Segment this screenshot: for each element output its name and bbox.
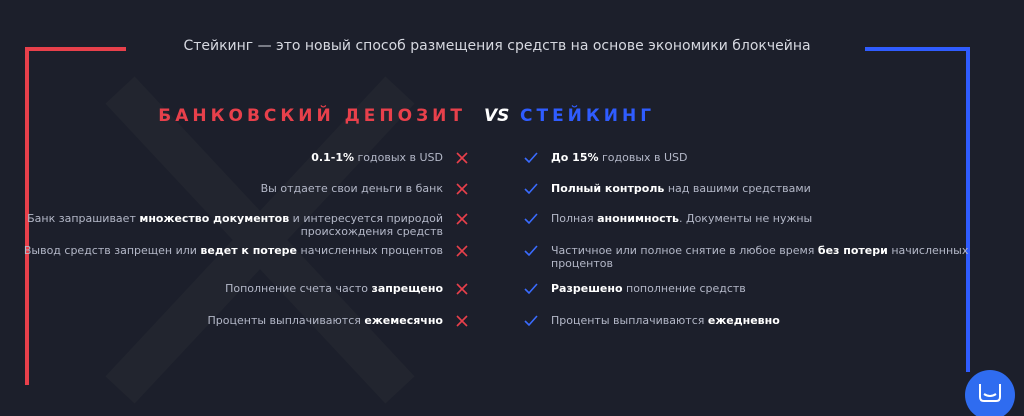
strong-text: Разрешено (551, 282, 623, 295)
left-item: 0.1-1% годовых в USD (311, 151, 443, 164)
cross-icon (456, 283, 468, 295)
strong-text: без потери (817, 244, 888, 257)
item-line: Проценты выплачиваются ежедневно (551, 314, 780, 327)
check-icon (524, 152, 538, 164)
cross-icon (456, 315, 468, 327)
text: начисленных процентов (297, 244, 444, 257)
title: Стейкинг — это новый способ размещения с… (183, 38, 811, 54)
chat-button[interactable] (965, 370, 1015, 416)
item-line: Пополнение счета часто запрещено (225, 282, 443, 295)
text: Вывод средств запрещен или (23, 244, 201, 257)
item-line: Вывод средств запрещен или ведет к потер… (24, 244, 443, 257)
item-line: Проценты выплачиваются ежемесячно (208, 314, 443, 327)
item-line: Разрешено пополнение средств (551, 282, 746, 295)
text: . Документы не нужны (678, 212, 813, 225)
item-line: Банк запрашивает множество документов и … (27, 212, 443, 225)
text: Пополнение счета часто (225, 282, 372, 295)
chat-icon (979, 384, 1001, 402)
item-line: До 15% годовых в USD (551, 151, 688, 164)
text: годовых в USD (354, 151, 443, 164)
cross-icon (456, 183, 468, 195)
strong-text: ежемесячно (364, 314, 443, 327)
check-icon (524, 283, 538, 295)
strong-text: До 15% (551, 151, 599, 164)
left-item: Вы отдаете свои деньги в банк (261, 182, 443, 195)
right-item: Полная анонимность. Документы не нужны (551, 212, 812, 225)
right-item: Полный контроль над вашими средствами (551, 182, 811, 195)
text: и интересуется природой (289, 212, 443, 225)
left-item: Вывод средств запрещен или ведет к потер… (24, 244, 443, 257)
strong-text: ведет к потере (200, 244, 298, 257)
text: пополнение средств (622, 282, 746, 295)
item-line: Полный контроль над вашими средствами (551, 182, 811, 195)
text: Проценты выплачиваются (551, 314, 708, 327)
text: над вашими средствами (664, 182, 811, 195)
bg-x (105, 76, 415, 404)
check-icon (524, 315, 538, 327)
right-item: Проценты выплачиваются ежедневно (551, 314, 780, 327)
strong-text: запрещено (371, 282, 443, 295)
left-item: Пополнение счета часто запрещено (225, 282, 443, 295)
item-line: 0.1-1% годовых в USD (311, 151, 443, 164)
text: Банк запрашивает (27, 212, 140, 225)
text: годовых в USD (598, 151, 688, 164)
text: Полная (551, 212, 598, 225)
right-item: Разрешено пополнение средств (551, 282, 746, 295)
check-icon (524, 245, 538, 257)
check-icon (524, 213, 538, 225)
strong-text: анонимность (597, 212, 679, 225)
text: начисленных (887, 244, 969, 257)
left-item: Проценты выплачиваются ежемесячно (208, 314, 443, 327)
cross-icon (456, 245, 468, 257)
frame-right (865, 47, 970, 372)
item-line: происхождения средств (27, 225, 443, 238)
strong-text: 0.1-1% (311, 151, 354, 164)
text: происхождения средств (300, 225, 443, 238)
text: процентов (551, 257, 613, 270)
text: Частичное или полное снятие в любое врем… (551, 244, 818, 257)
frame-left (25, 47, 126, 385)
vs: VS (484, 106, 510, 126)
text: Вы отдаете свои деньги в банк (260, 182, 443, 195)
item-line: Частичное или полное снятие в любое врем… (551, 244, 968, 257)
strong-text: Полный контроль (551, 182, 665, 195)
item-line: Вы отдаете свои деньги в банк (261, 182, 443, 195)
item-line: Полная анонимность. Документы не нужны (551, 212, 812, 225)
left-heading: БАНКОВСКИЙ ДЕПОЗИТ (158, 106, 466, 126)
cross-icon (456, 152, 468, 164)
cross-icon (456, 213, 468, 225)
text: Проценты выплачиваются (207, 314, 365, 327)
right-item: Частичное или полное снятие в любое врем… (551, 244, 968, 270)
strong-text: ежедневно (707, 314, 780, 327)
right-item: До 15% годовых в USD (551, 151, 688, 164)
item-line: процентов (551, 257, 968, 270)
check-icon (524, 183, 538, 195)
strong-text: множество документов (139, 212, 290, 225)
left-item: Банк запрашивает множество документов и … (27, 212, 443, 238)
right-heading: СТЕЙКИНГ (520, 106, 656, 126)
